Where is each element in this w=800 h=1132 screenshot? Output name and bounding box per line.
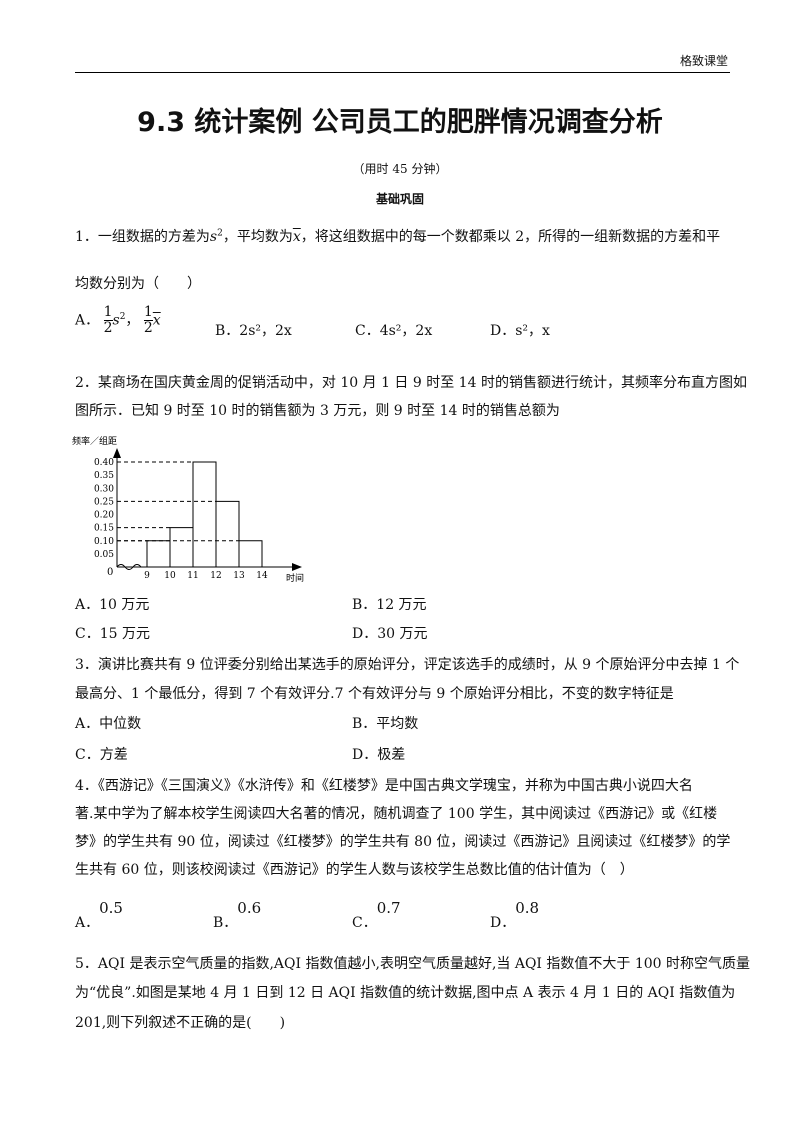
q4-stem-3: 梦》的学生共有 90 位，阅读过《红楼梦》的学生共有 80 位，阅读过《西游记》… (75, 834, 731, 850)
duration: （用时 45 分钟） (352, 162, 448, 176)
header-divider (75, 72, 730, 73)
y-axis-label: 频率／组距 (72, 435, 117, 447)
q5-stem-3: 201,则下列叙述不正确的是( ) (75, 1015, 286, 1031)
y-axis-arrow (113, 448, 121, 458)
q4-option-a[interactable]: A．0.5 (75, 899, 123, 931)
q2-option-d[interactable]: D．30 万元 (352, 626, 428, 642)
q4-stem-2: 著.某中学为了解本校学生阅读四大名著的情况，随机调查了 100 学生，其中阅读过… (75, 806, 718, 822)
histogram-bar (192, 461, 217, 568)
histogram-bar (169, 527, 194, 568)
histogram-bar (238, 540, 263, 568)
q2-option-a[interactable]: A．10 万元 (75, 597, 150, 613)
q1-option-c[interactable]: C．4s²，2x (355, 323, 433, 339)
header-brand: 格致课堂 (679, 54, 728, 68)
q5-stem-1: 5．AQI 是表示空气质量的指数,AQI 指数值越小,表明空气质量越好,当 AQ… (75, 956, 751, 972)
x-tick-label: 11 (187, 571, 198, 581)
q1-option-b[interactable]: B．2s²，2x (215, 323, 292, 339)
x-tick-label: 9 (144, 571, 150, 581)
y-tick-label: 0.30 (94, 484, 114, 494)
origin-label: 0 (107, 567, 113, 578)
y-tick-label: 0.05 (94, 550, 114, 560)
axis-break (116, 564, 142, 570)
q1-stem-line2: 均数分别为（ ） (75, 276, 201, 292)
q1-stem: 1．一组数据的方差为s2，平均数为x，将这组数据中的每一个数都乘以 2，所得的一… (75, 228, 721, 245)
y-tick-label: 0.40 (94, 458, 114, 468)
y-tick-label: 0.35 (94, 471, 114, 481)
section-title: 基础巩固 (375, 192, 424, 206)
q2-option-b[interactable]: B．12 万元 (352, 597, 427, 613)
q4-option-c[interactable]: C．0.7 (352, 899, 401, 931)
q5-stem-2: 为“优良”.如图是某地 4 月 1 日到 12 日 AQI 指数值的统计数据,图… (75, 985, 736, 1001)
q3-option-b[interactable]: B．平均数 (352, 716, 419, 732)
q1-option-d[interactable]: D．s²，x (490, 323, 550, 339)
q2-stem-line2: 图所示．已知 9 时至 10 时的销售额为 3 万元，则 9 时至 14 时的销… (75, 403, 560, 419)
x-tick-label: 12 (210, 571, 221, 581)
q4-stem-4: 生共有 60 位，则该校阅读过《西游记》的学生人数与该校学生总数比值的估计值为（… (75, 862, 634, 878)
q4-stem-1: 4．《西游记》《三国演义》《水浒传》和《红楼梦》是中国古典文学瑰宝，并称为中国古… (75, 778, 693, 794)
q3-stem-line2: 最高分、1 个最低分，得到 7 个有效评分.7 个有效评分与 9 个原始评分相比… (75, 686, 674, 702)
q2-stem: 2．某商场在国庆黄金周的促销活动中，对 10 月 1 日 9 时至 14 时的销… (75, 375, 747, 391)
y-tick-label: 0.20 (94, 511, 114, 521)
q3-option-d[interactable]: D．极差 (352, 747, 406, 763)
x-axis-arrow (292, 563, 302, 571)
q3-stem: 3．演讲比赛共有 9 位评委分别给出某选手的原始评分，评定该选手的成绩时，从 9… (75, 657, 740, 673)
x-tick-label: 14 (256, 571, 268, 581)
histogram-bar (215, 500, 240, 568)
y-tick-label: 0.10 (94, 537, 114, 547)
q3-option-a[interactable]: A．中位数 (75, 716, 142, 732)
page-title: 9.3 统计案例 公司员工的肥胖情况调查分析 (137, 107, 663, 138)
q4-option-d[interactable]: D．0.8 (490, 899, 540, 931)
q4-option-b[interactable]: B．0.6 (213, 899, 262, 931)
x-axis-label: 时间 (286, 572, 304, 584)
x-tick-label: 13 (233, 571, 245, 581)
q3-option-c[interactable]: C．方差 (75, 747, 128, 763)
y-tick-label: 0.15 (94, 524, 114, 534)
x-tick-label: 10 (164, 571, 176, 581)
histogram-bar (146, 540, 171, 568)
q2-option-c[interactable]: C．15 万元 (75, 626, 150, 642)
y-tick-label: 0.25 (94, 497, 114, 507)
